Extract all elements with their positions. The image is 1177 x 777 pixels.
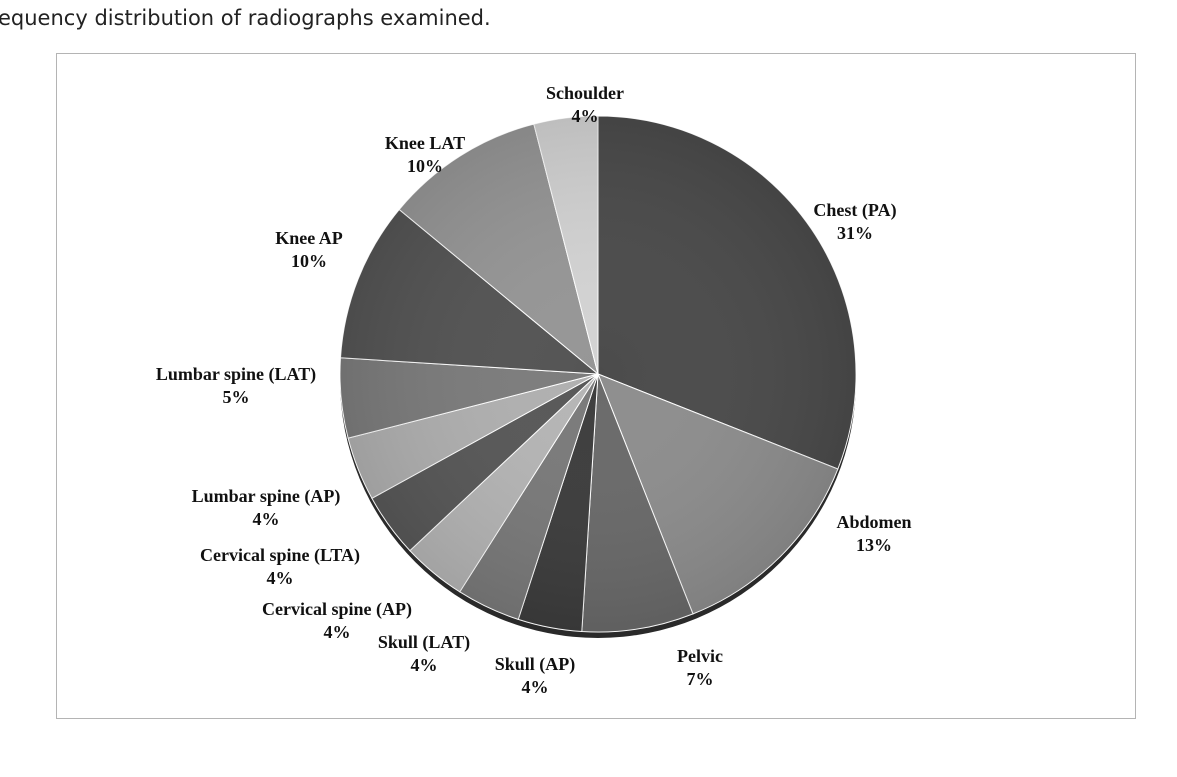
slice-label: Lumbar spine (AP) bbox=[192, 486, 341, 507]
slice-percent-label: 4% bbox=[572, 106, 599, 126]
slice-label: Knee AP bbox=[275, 228, 343, 248]
pie-labels: Chest (PA)31% Abdomen 13% Pelvic 7% Skull (AP… bbox=[156, 83, 912, 697]
slice-percent-label: 4% bbox=[522, 677, 549, 697]
slice-label: Cervical spine (AP) bbox=[262, 599, 412, 620]
slice-percent-label: 13% bbox=[856, 535, 892, 555]
slice-label: Pelvic bbox=[677, 646, 723, 666]
slice-percent-label: 7% bbox=[687, 669, 714, 689]
slice-label: Schoulder bbox=[546, 83, 624, 103]
slice-percent-label: 10% bbox=[291, 251, 327, 271]
pie-slices bbox=[339, 115, 857, 633]
slice-percent-label: 31% bbox=[837, 223, 873, 243]
slice-label: Skull (AP) bbox=[495, 654, 576, 675]
slice-label: Knee LAT bbox=[385, 133, 465, 153]
slice-percent-label: 5% bbox=[223, 387, 250, 407]
slice-label: Lumbar spine (LAT) bbox=[156, 364, 316, 385]
slice-percent-label: 4% bbox=[253, 509, 280, 529]
pie-chart: Chest (PA)31% Abdomen 13% Pelvic 7% Skull (AP… bbox=[156, 83, 912, 697]
figure-caption: equency distribution of radiographs exam… bbox=[0, 6, 491, 30]
slice-percent-label: 4% bbox=[324, 622, 351, 642]
slice-label: Cervical spine (LTA) bbox=[200, 545, 360, 566]
slice-label: Chest (PA) bbox=[813, 200, 896, 221]
slice-label: Abdomen bbox=[836, 512, 911, 532]
slice-label: Skull (LAT) bbox=[378, 632, 470, 653]
slice-percent-label: 10% bbox=[407, 156, 443, 176]
slice-percent-label: 4% bbox=[267, 568, 294, 588]
slice-percent-label: 4% bbox=[411, 655, 438, 675]
chart-frame: Chest (PA) 31% Abdomen 13% Pelvic 7% Skull (AP… bbox=[56, 53, 1136, 719]
